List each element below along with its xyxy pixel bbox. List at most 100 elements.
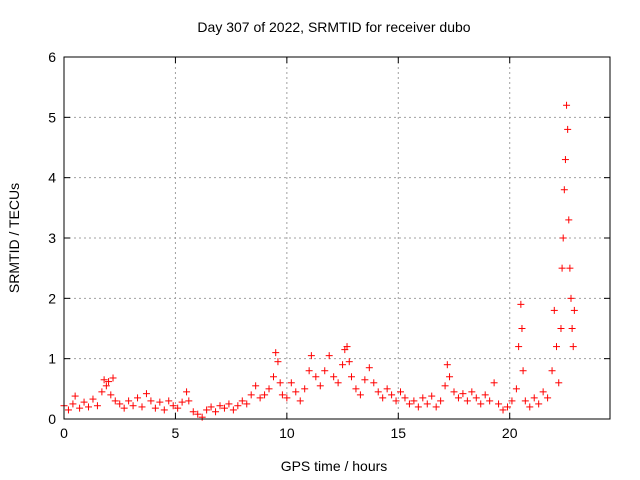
data-point-marker [278, 391, 286, 399]
data-point-marker [568, 325, 576, 332]
data-point-marker [446, 373, 454, 381]
y-axis-label: SRMTID / TECUs [6, 183, 22, 293]
data-point-marker [481, 391, 489, 399]
x-tick-label: 0 [60, 425, 68, 441]
data-point-marker [519, 367, 527, 375]
data-point-marker [530, 394, 538, 402]
data-point-marker [553, 343, 561, 351]
data-point-marker [503, 403, 511, 411]
data-point-marker [243, 400, 251, 408]
data-point-marker [134, 394, 142, 402]
data-point-marker [334, 379, 342, 387]
data-point-marker [365, 364, 373, 372]
data-point-marker [185, 397, 193, 405]
data-point-marker [194, 410, 202, 418]
data-point-marker [174, 404, 182, 412]
data-point-marker [85, 403, 93, 411]
data-point-marker [428, 392, 436, 400]
data-point-marker [423, 400, 431, 408]
data-point-marker [147, 397, 155, 405]
data-point-marker [305, 367, 313, 375]
x-tick-label: 20 [502, 425, 518, 441]
data-point-marker [343, 343, 351, 351]
data-point-marker [526, 403, 534, 411]
data-point-marker [220, 404, 228, 412]
data-point-marker [321, 367, 329, 375]
y-tick-label: 4 [48, 170, 56, 186]
data-point-marker [296, 397, 304, 405]
data-point-marker [100, 376, 108, 384]
data-point-marker [276, 379, 284, 387]
data-point-marker [225, 400, 233, 408]
data-point-marker [477, 400, 485, 408]
data-point-marker [107, 391, 115, 399]
data-point-marker [261, 391, 269, 399]
data-point-marker [116, 400, 124, 408]
data-point-marker [559, 234, 567, 242]
data-point-marker [565, 216, 573, 224]
data-point-marker [441, 382, 449, 390]
y-tick-label: 0 [48, 411, 56, 427]
data-point-marker [379, 394, 387, 402]
data-point-marker [325, 352, 333, 360]
chart-title: Day 307 of 2022, SRMTID for receiver dub… [197, 19, 470, 35]
data-point-marker [138, 403, 146, 411]
data-point-marker [356, 391, 364, 399]
grid-lines [64, 57, 610, 419]
data-point-marker [76, 404, 84, 412]
data-point-marker [178, 398, 186, 406]
data-point-marker [292, 388, 300, 396]
tick-labels: 0 5 10 15 20 0 1 2 3 4 5 6 [48, 49, 518, 441]
x-tick-label: 5 [172, 425, 180, 441]
data-point-marker [566, 264, 574, 272]
data-point-marker [468, 388, 476, 396]
data-point-marker [203, 406, 211, 414]
data-point-marker [165, 397, 173, 405]
data-point-marker [535, 400, 543, 408]
data-point-marker [252, 382, 260, 390]
data-point-marker [558, 264, 566, 272]
data-point-marker [561, 156, 569, 164]
data-point-marker [570, 306, 578, 314]
data-point-marker [432, 403, 440, 411]
data-point-marker [539, 388, 547, 396]
data-point-marker [397, 388, 405, 396]
data-point-marker [339, 361, 347, 369]
data-point-marker [207, 403, 215, 411]
data-point-marker [437, 397, 445, 405]
data-point-marker [142, 390, 150, 398]
data-point-marker [71, 392, 79, 400]
x-axis-label: GPS time / hours [281, 458, 388, 474]
data-point-marker [111, 397, 119, 405]
data-point-marker [486, 397, 494, 405]
data-point-marker [125, 397, 133, 405]
data-point-marker [234, 402, 242, 410]
data-point-marker [392, 397, 400, 405]
y-tick-label: 3 [48, 230, 56, 246]
data-point-marker [120, 404, 128, 412]
data-point-marker [495, 400, 503, 408]
data-point-marker [352, 385, 360, 393]
data-point-marker [370, 379, 378, 387]
data-point-marker [169, 402, 177, 410]
data-point-marker [567, 294, 575, 302]
y-tick-label: 6 [48, 49, 56, 65]
y-tick-label: 2 [48, 290, 56, 306]
data-point-marker [330, 373, 338, 381]
data-point-marker [490, 379, 498, 387]
data-point-marker [521, 397, 529, 405]
data-point-marker [129, 402, 137, 410]
data-point-marker [69, 400, 77, 408]
data-point-marker [229, 406, 237, 414]
data-point-marker [301, 385, 309, 393]
data-point-marker [287, 379, 295, 387]
data-point-marker [508, 397, 516, 405]
data-point-marker [183, 388, 191, 396]
data-point-marker [450, 388, 458, 396]
data-point-marker [102, 382, 110, 390]
data-point-marker [312, 373, 320, 381]
data-point-marker [93, 402, 101, 410]
data-point-marker [459, 390, 467, 398]
x-tick-label: 15 [390, 425, 406, 441]
data-point-marker [151, 404, 159, 412]
